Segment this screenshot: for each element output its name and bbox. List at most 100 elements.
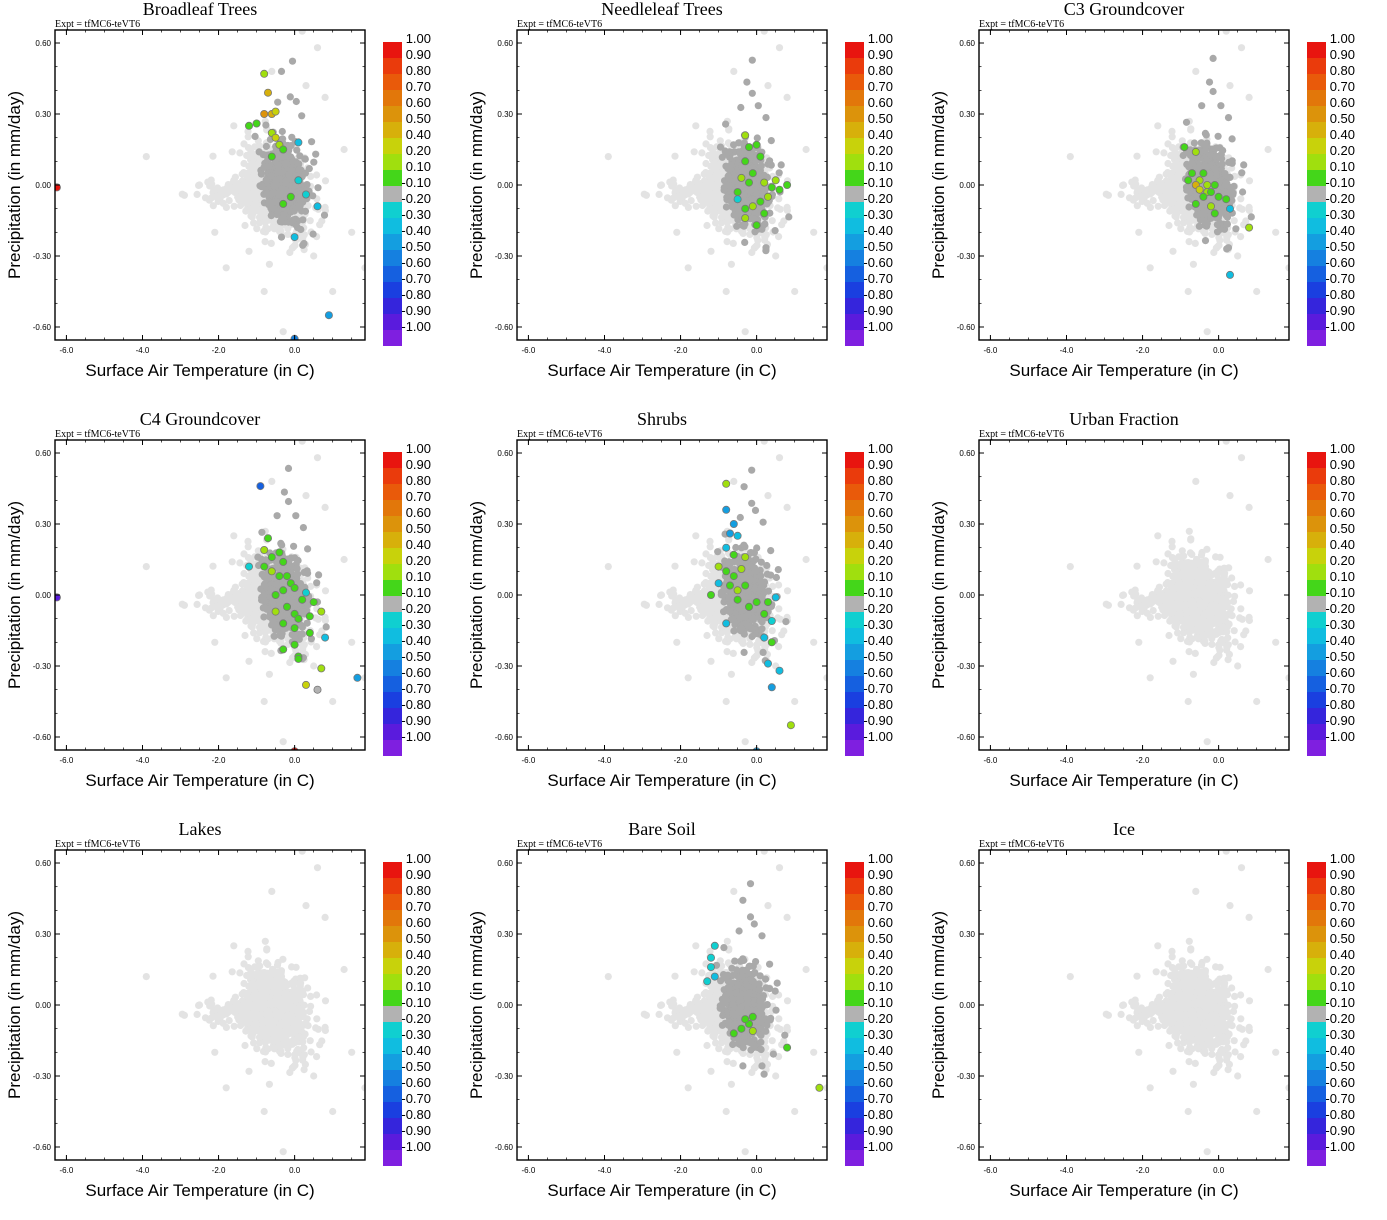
point [604, 153, 612, 161]
point [740, 148, 749, 156]
point [703, 221, 711, 230]
point [712, 219, 720, 227]
point [1223, 236, 1231, 244]
point [775, 233, 783, 241]
point [1192, 67, 1200, 75]
colorbar-swatch [845, 266, 864, 282]
point [679, 190, 687, 198]
panel-title: C4 Groundcover [140, 409, 260, 429]
point [776, 205, 784, 213]
point [305, 165, 313, 173]
y-tick-label: 0.00 [35, 181, 51, 190]
colorbar-swatch [383, 74, 402, 90]
y-tick-label: 0.60 [497, 39, 513, 48]
point [1132, 180, 1140, 188]
point [267, 212, 275, 220]
point [1226, 173, 1234, 181]
colorbar-label: 0.70 [1330, 79, 1355, 94]
point [1272, 228, 1280, 236]
colorbar-swatch [1307, 266, 1326, 282]
point [313, 44, 322, 52]
point [715, 225, 723, 233]
point [733, 222, 741, 230]
point [1228, 135, 1236, 143]
point [244, 133, 252, 141]
point [1238, 169, 1246, 177]
colorbar-label: 0.90 [868, 47, 893, 62]
y-tick-label: 0.00 [959, 181, 975, 190]
point [261, 648, 269, 656]
point [741, 214, 750, 223]
colorbar-swatch [383, 106, 402, 122]
point [743, 78, 751, 86]
colorbar-swatch [383, 330, 402, 346]
point [289, 157, 297, 166]
point [810, 228, 818, 236]
point [1202, 131, 1210, 139]
point [752, 140, 761, 149]
colorbar-label: 0.50 [406, 111, 431, 126]
colorbar-swatch [1307, 282, 1326, 298]
point [706, 133, 714, 141]
point [1138, 184, 1146, 192]
point [1164, 159, 1172, 168]
point [1237, 44, 1246, 52]
point [823, 264, 827, 272]
colorbar-label: -0.30 [863, 207, 893, 222]
point [268, 67, 276, 75]
point [1133, 202, 1141, 210]
point [775, 44, 784, 52]
colored-points [1180, 143, 1254, 279]
point [279, 145, 288, 154]
colorbar-swatch [845, 218, 864, 234]
point [274, 166, 282, 175]
point [684, 264, 692, 272]
point [791, 287, 799, 296]
colorbar-swatch [383, 250, 402, 266]
point [730, 67, 738, 75]
point [274, 161, 282, 169]
point [1191, 239, 1199, 247]
point [1190, 139, 1198, 147]
colorbar-label: -0.80 [1325, 287, 1355, 302]
colorbar-swatch [1307, 74, 1326, 90]
point [321, 93, 329, 101]
point [312, 150, 320, 158]
point [260, 287, 268, 296]
experiment-label: Expt = tfMC6-teVT6 [55, 19, 140, 30]
point [1182, 118, 1191, 126]
point [1209, 54, 1217, 63]
point [1219, 146, 1227, 155]
point [1199, 169, 1208, 178]
point [775, 195, 783, 203]
colorbar-swatch [1307, 218, 1326, 234]
point [238, 170, 246, 178]
point [1230, 217, 1238, 225]
point [1253, 287, 1261, 296]
point [687, 197, 695, 205]
colorbar-label: -0.10 [1325, 175, 1355, 190]
point [739, 180, 747, 188]
colorbar-swatch [1307, 42, 1326, 58]
point [775, 169, 783, 177]
point [291, 241, 299, 249]
point [313, 643, 321, 651]
point [727, 161, 735, 169]
colorbar-label: -0.70 [401, 271, 431, 286]
colorbar-label: -0.60 [401, 255, 431, 270]
point [329, 287, 337, 296]
colorbar-swatch [845, 90, 864, 106]
point [744, 143, 753, 152]
point [1222, 195, 1231, 204]
point [284, 230, 292, 238]
point [258, 182, 266, 190]
colorbar-label: 0.10 [868, 159, 893, 174]
colorbar-swatch [845, 170, 864, 186]
point [1187, 125, 1195, 133]
point [265, 260, 273, 268]
point [764, 82, 772, 90]
point [298, 112, 306, 120]
point [1215, 234, 1223, 242]
point [1208, 230, 1216, 238]
point [692, 122, 700, 130]
